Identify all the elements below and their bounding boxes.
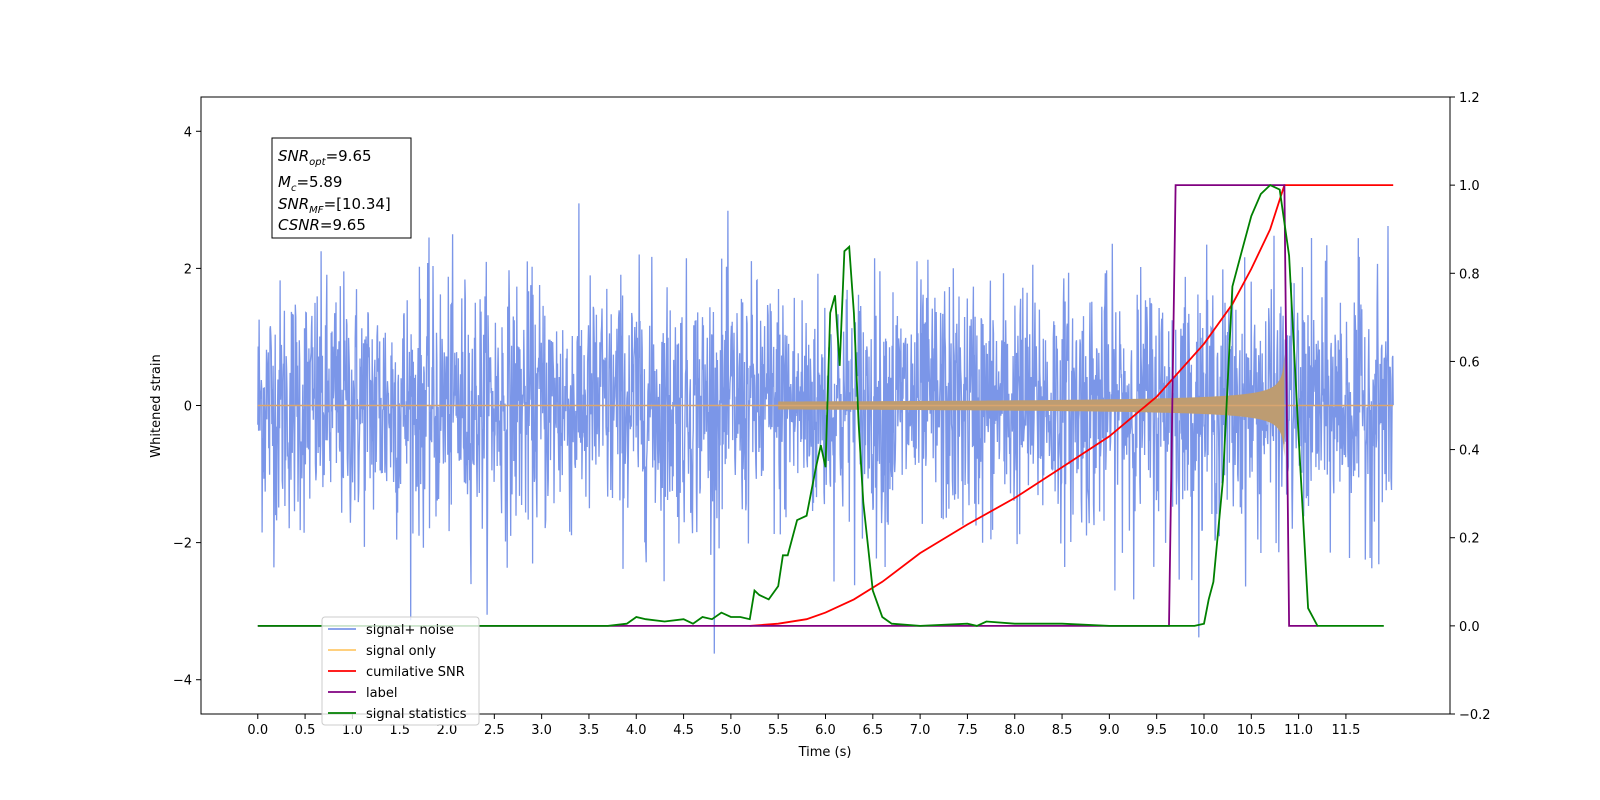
x-tick-label: 5.5 [768,723,789,738]
legend: signal+ noise signal only cumilative SNR la… [321,616,480,726]
stat-line: SNRMF=[10.34] [278,195,391,216]
x-tick-label: 9.5 [1146,723,1167,738]
stat-subscript: MF [309,205,324,216]
y-tick-label: −4 [173,674,192,689]
x-tick-label: 1.0 [342,723,363,738]
stat-subscript: c [291,183,297,194]
x-tick-label: 8.0 [1004,723,1025,738]
legend-label: label [366,686,397,701]
x-tick-label: 4.5 [673,723,694,738]
y2-tick-label: −0.2 [1459,708,1491,723]
x-axis-label: Time (s) [798,745,852,760]
stats-box-frame [271,137,412,239]
series-cumilative-snr-line [749,184,1394,627]
y-tick-label: 4 [184,125,192,140]
stat-value: =[10.34] [324,195,391,213]
x-tick-label: 8.5 [1052,723,1073,738]
y2-tick-label: 0.4 [1459,444,1480,459]
series-label-line [257,184,1318,627]
x-tick-label: 2.5 [484,723,505,738]
y2-tick-label: 0.0 [1459,620,1480,635]
x-tick-label: 3.0 [531,723,552,738]
x-tick-label: 0.0 [247,723,268,738]
legend-label: signal statistics [366,707,467,722]
stat-symbol: SNR [278,195,309,213]
x-tick-label: 5.0 [721,723,742,738]
y-tick-label: 2 [184,262,192,277]
y2-tick-label: 0.6 [1459,355,1480,370]
x-tick-label: 2.0 [437,723,458,738]
legend-frame [321,616,480,726]
legend-label: cumilative SNR [366,665,465,680]
x-tick-label: 6.5 [862,723,883,738]
plot-data-layer [257,184,1394,654]
y-axis-label: Whitened strain [149,354,164,457]
x-tick-label: 7.5 [957,723,978,738]
x-tick-label: 10.0 [1190,723,1219,738]
y2-tick-label: 1.0 [1459,179,1480,194]
stat-symbol: SNR [278,147,309,165]
y-tick-label: 0 [184,400,192,415]
stat-line: Mc=5.89 [278,173,342,194]
y2-tick-label: 0.8 [1459,267,1480,282]
series-signal-statistics-line [257,184,1384,627]
y2-tick-label: 1.2 [1459,91,1480,106]
stat-value: =5.89 [296,173,342,191]
legend-label: signal+ noise [366,623,454,638]
stat-subscript: opt [309,157,326,168]
x-tick-label: 1.5 [389,723,410,738]
stat-value: =9.65 [320,216,366,234]
x-tick-label: 0.5 [295,723,316,738]
stat-line: SNRopt=9.65 [278,147,372,168]
stat-line: CSNR=9.65 [278,216,366,234]
x-tick-label: 10.5 [1237,723,1266,738]
series-signal-noise-line [257,203,1394,654]
x-tick-label: 9.0 [1099,723,1120,738]
x-tick-label: 3.5 [579,723,600,738]
x-tick-label: 6.0 [815,723,836,738]
axes-layer: 0.0 0.5 1.0 1.5 2.0 2.5 3.0 3.5 4.0 4.5 5.0 5.5 6.0 6… [173,91,1491,738]
x-tick-label: 4.0 [626,723,647,738]
x-tick-label: 11.0 [1284,723,1313,738]
stat-value: =9.65 [326,147,372,165]
y-tick-label: −2 [173,537,192,552]
legend-label: signal only [366,644,436,659]
x-tick-label: 11.5 [1331,723,1360,738]
stat-symbol: M [278,173,291,191]
stat-symbol: CSNR [278,216,320,234]
y2-tick-label: 0.2 [1459,532,1480,547]
x-tick-label: 7.0 [910,723,931,738]
